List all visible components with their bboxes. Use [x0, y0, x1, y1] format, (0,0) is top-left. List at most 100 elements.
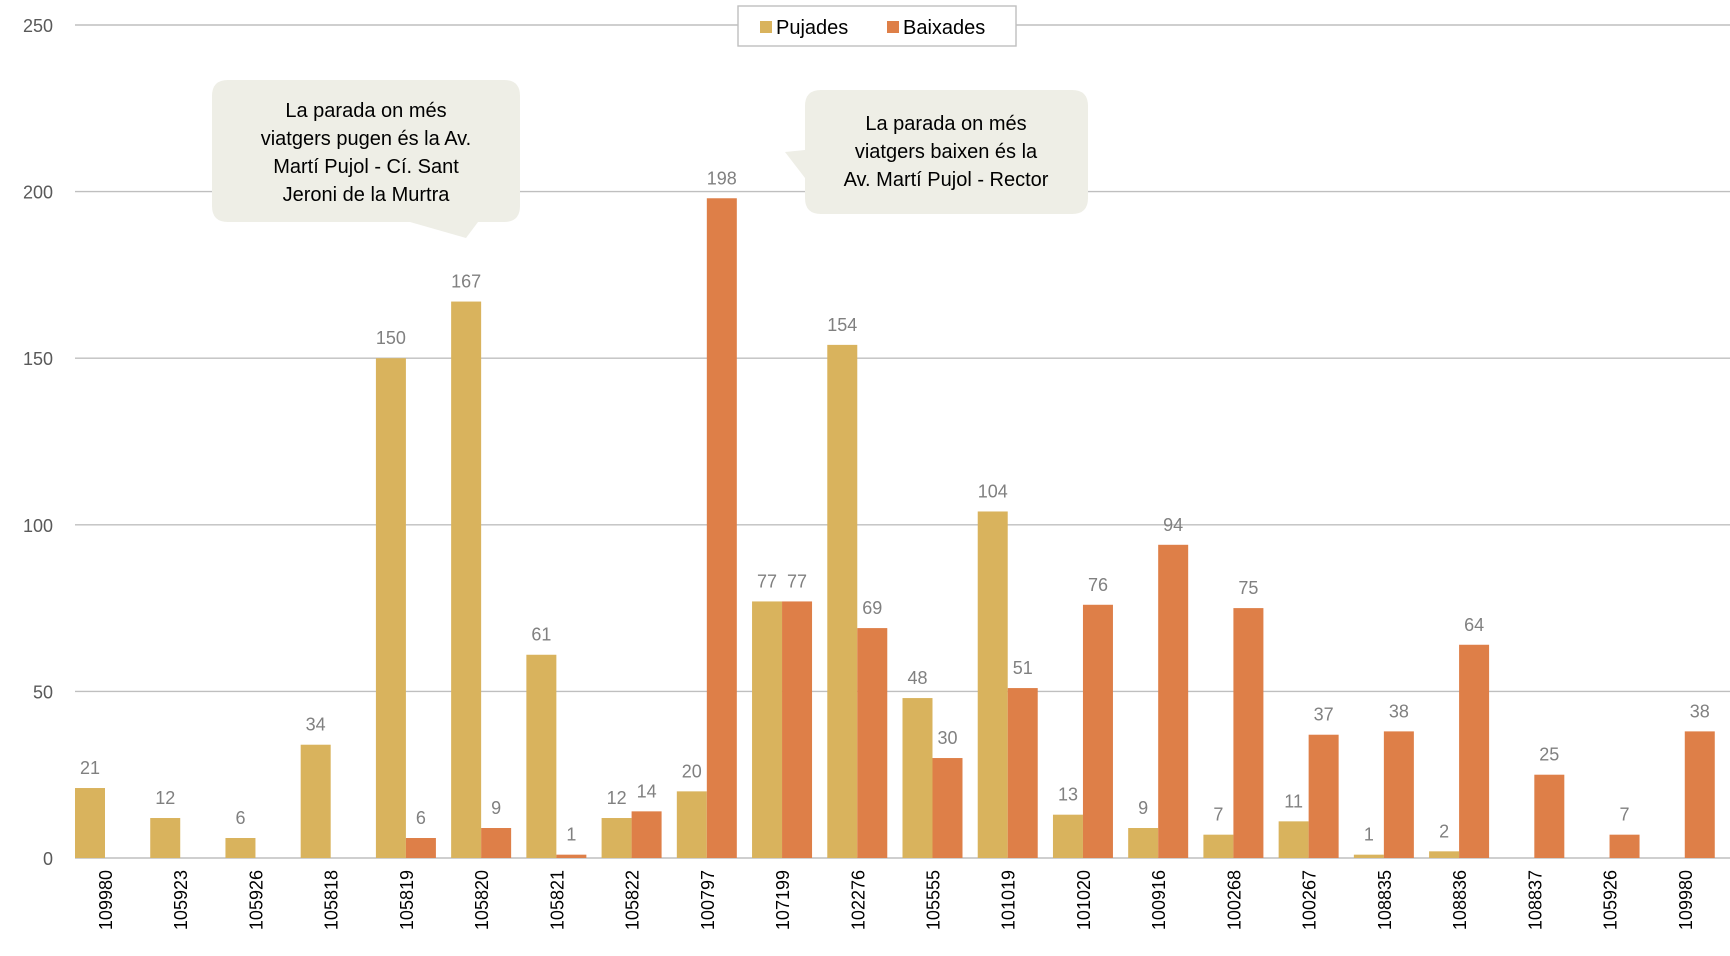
- data-label-baixades-13: 76: [1088, 575, 1108, 595]
- data-label-baixades-18: 64: [1464, 615, 1484, 635]
- callout-pujades: La parada on més viatgers pugen és la Av.…: [212, 80, 520, 238]
- y-tick-label: 0: [43, 849, 53, 869]
- bar-baixades-21: [1684, 731, 1715, 858]
- data-label-pujades-16: 11: [1284, 791, 1303, 811]
- data-label-pujades-8: 20: [682, 761, 702, 781]
- callout-line: La parada on més: [865, 113, 1026, 135]
- bar-baixades-13: [1082, 604, 1113, 858]
- bar-pujades-6: [526, 654, 557, 858]
- legend-label-baixades: Baixades: [903, 17, 985, 39]
- y-tick-label: 250: [23, 16, 53, 36]
- x-tick-label: 100797: [698, 870, 718, 930]
- x-tick-label: 105926: [1601, 870, 1621, 930]
- x-tick-label: 109980: [96, 870, 116, 930]
- bar-pujades-16: [1278, 821, 1309, 858]
- data-label-pujades-9: 77: [757, 571, 777, 591]
- data-label-pujades-11: 48: [907, 668, 927, 688]
- data-label-baixades-15: 75: [1238, 578, 1258, 598]
- x-tick-label: 101019: [999, 870, 1019, 930]
- bar-baixades-17: [1383, 731, 1414, 858]
- bars: [75, 198, 1715, 858]
- callout-line: Jeroni de la Murtra: [283, 184, 451, 206]
- bar-baixades-7: [631, 811, 662, 858]
- bar-baixades-5: [481, 828, 512, 858]
- bar-baixades-18: [1459, 644, 1490, 858]
- legend-box: [737, 5, 1017, 47]
- bar-baixades-4: [405, 838, 436, 858]
- bar-baixades-14: [1158, 544, 1189, 858]
- bar-pujades-1: [150, 818, 181, 858]
- bar-baixades-16: [1308, 734, 1339, 858]
- data-label-baixades-19: 25: [1539, 745, 1559, 765]
- x-tick-label: 107199: [773, 870, 793, 930]
- callout-line: Martí Pujol - Cí. Sant: [273, 156, 459, 178]
- data-label-baixades-8: 198: [707, 168, 737, 188]
- x-tick-label: 100268: [1224, 870, 1244, 930]
- data-label-baixades-10: 69: [862, 598, 882, 618]
- bar-pujades-2: [225, 838, 256, 858]
- data-label-pujades-1: 12: [155, 788, 175, 808]
- data-label-pujades-2: 6: [235, 808, 245, 828]
- bar-pujades-0: [75, 788, 105, 858]
- data-label-baixades-9: 77: [787, 571, 807, 591]
- x-tick-label: 105822: [623, 870, 643, 930]
- callout-line: Av. Martí Pujol - Rector: [844, 169, 1049, 191]
- data-label-pujades-17: 1: [1364, 825, 1374, 845]
- data-label-pujades-18: 2: [1439, 821, 1449, 841]
- bar-baixades-11: [932, 758, 963, 858]
- callout-baixades-text: La parada on més viatgers baixen és la Av.…: [844, 113, 1049, 191]
- x-tick-label: 105923: [171, 870, 191, 930]
- bar-pujades-7: [601, 818, 632, 858]
- x-tick-label: 100916: [1149, 870, 1169, 930]
- data-label-baixades-14: 94: [1163, 515, 1183, 535]
- y-axis: 0 50 100 150 200 250: [23, 16, 53, 869]
- callout-line: viatgers baixen és la: [855, 141, 1038, 163]
- legend-swatch-baixades: [887, 21, 899, 33]
- callout-line: La parada on més: [285, 100, 446, 122]
- x-tick-label: 108836: [1450, 870, 1470, 930]
- bar-pujades-13: [1052, 814, 1083, 858]
- data-label-pujades-10: 154: [827, 315, 857, 335]
- data-label-baixades-12: 51: [1013, 658, 1033, 678]
- callout-baixades-bubble: [785, 90, 1088, 214]
- bar-pujades-15: [1203, 834, 1234, 858]
- bar-baixades-15: [1233, 608, 1264, 858]
- data-label-baixades-16: 37: [1314, 705, 1334, 725]
- x-axis: 109980 105923 105926 105818 105819 105820 1058…: [96, 870, 1696, 930]
- data-label-pujades-6: 61: [531, 625, 551, 645]
- x-tick-label: 100267: [1300, 870, 1320, 930]
- data-label-baixades-4: 6: [416, 808, 426, 828]
- bar-baixades-10: [857, 628, 888, 858]
- bar-pujades-14: [1128, 828, 1159, 858]
- bar-baixades-19: [1534, 774, 1565, 858]
- legend-swatch-pujades: [760, 21, 772, 33]
- x-tick-label: 105926: [246, 870, 266, 930]
- data-label-baixades-7: 14: [637, 781, 657, 801]
- x-tick-label: 108837: [1525, 870, 1545, 930]
- bar-pujades-10: [827, 344, 858, 858]
- x-tick-label: 105818: [322, 870, 342, 930]
- data-label-pujades-12: 104: [978, 481, 1008, 501]
- callout-line: viatgers pugen és la Av.: [261, 128, 472, 150]
- data-label-baixades-20: 7: [1620, 805, 1630, 825]
- x-tick-label: 102276: [848, 870, 868, 930]
- bar-baixades-12: [1007, 688, 1038, 858]
- bar-pujades-17: [1353, 854, 1384, 858]
- data-label-baixades-11: 30: [937, 728, 957, 748]
- data-label-baixades-5: 9: [491, 798, 501, 818]
- x-tick-label: 109980: [1676, 870, 1696, 930]
- callout-pujades-text: La parada on més viatgers pugen és la Av.…: [261, 100, 472, 206]
- bar-pujades-18: [1429, 851, 1460, 858]
- callout-pujades-bubble: [212, 80, 520, 238]
- data-label-baixades-6: 1: [566, 825, 576, 845]
- x-tick-label: 105555: [924, 870, 944, 930]
- bar-baixades-9: [782, 601, 813, 858]
- callout-baixades: La parada on més viatgers baixen és la Av.…: [785, 90, 1088, 214]
- bar-pujades-9: [752, 601, 783, 858]
- data-label-pujades-0: 21: [80, 758, 100, 778]
- bar-baixades-20: [1609, 834, 1640, 858]
- y-tick-label: 150: [23, 349, 53, 369]
- x-tick-label: 105819: [397, 870, 417, 930]
- bar-pujades-4: [375, 358, 406, 858]
